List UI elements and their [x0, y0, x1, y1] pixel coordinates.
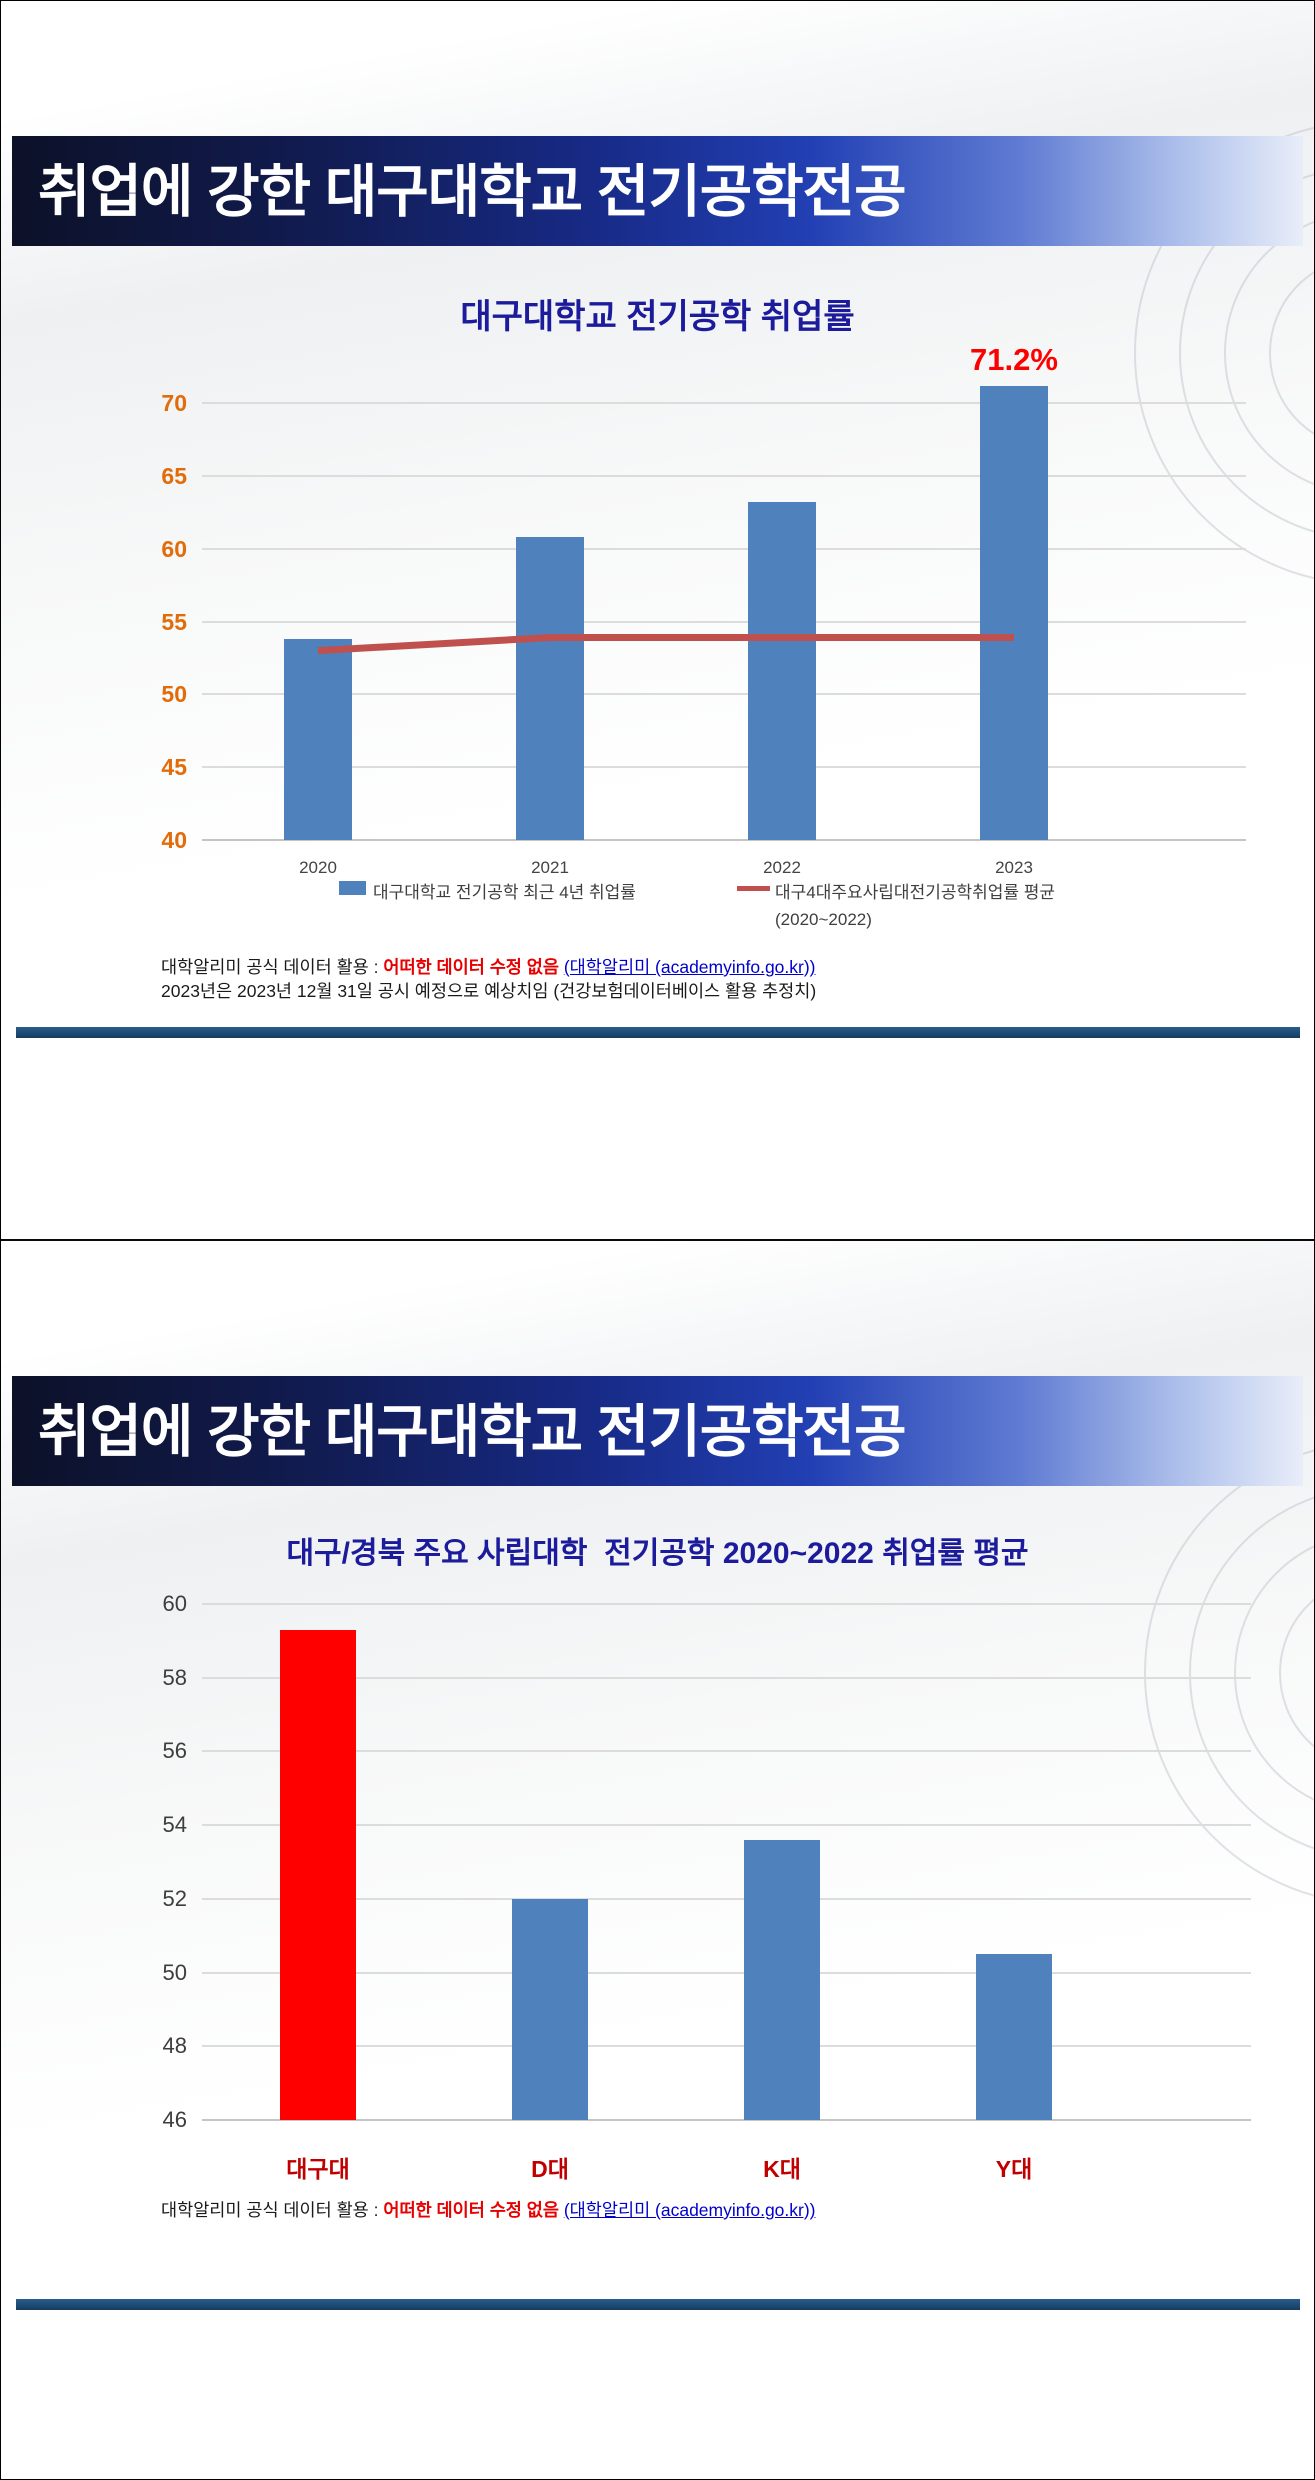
bar-대구대	[280, 1629, 356, 2120]
source-note-emphasis: 어떠한 데이터 수정 없음	[383, 957, 559, 977]
gridline-60	[202, 1603, 1251, 1605]
chart-title: 대구/경북 주요 사립대학 전기공학 2020~2022 취업률 평균	[286, 1537, 1029, 1570]
y-tick-label: 60	[162, 1591, 187, 1616]
title-banner: 취업에 강한 대구대학교 전기공학전공	[12, 1376, 1303, 1486]
source-note-line1: 대학알리미 공식 데이터 활용 : 어떠한 데이터 수정 없음 (대학알리미 (…	[161, 2198, 816, 2222]
y-tick-label: 48	[162, 2033, 187, 2059]
y-tick-label: 56	[162, 1738, 187, 1764]
title-banner: 취업에 강한 대구대학교 전기공학전공	[12, 136, 1303, 246]
source-note-line1: 대학알리미 공식 데이터 활용 : 어떠한 데이터 수정 없음 (대학알리미 (…	[161, 955, 816, 979]
source-note-line2: 2023년은 2023년 12월 31일 공시 예정으로 예상치임 (건강보험데…	[161, 981, 817, 1001]
banner-title: 취업에 강한 대구대학교 전기공학전공	[38, 160, 907, 224]
chart-title: 대구대학교 전기공학 취업률	[460, 298, 855, 336]
gridline-54	[202, 1824, 1251, 1827]
y-tick-label: 54	[162, 1812, 187, 1838]
bar-Y대	[976, 1954, 1052, 2120]
bar-K대	[744, 1839, 820, 2120]
x-category-label: D대	[531, 2156, 569, 2182]
gridline-65	[202, 474, 1246, 477]
x-category-label: 2023	[995, 858, 1033, 877]
x-category-label: 2020	[299, 858, 337, 877]
x-category-label: 2021	[531, 858, 569, 877]
source-note-prefix: 대학알리미 공식 데이터 활용 :	[161, 957, 384, 977]
y-tick-label: 60	[161, 535, 187, 562]
x-category-label: 2022	[763, 858, 801, 877]
gridline-48	[202, 2045, 1251, 2048]
y-tick-label: 40	[161, 827, 187, 853]
y-tick-label: 55	[161, 608, 187, 635]
y-tick-label: 70	[161, 390, 187, 416]
bar-2022	[748, 502, 816, 840]
gridline-52	[202, 1897, 1251, 1900]
gridline-58	[202, 1676, 1251, 1679]
x-category-label: K대	[763, 2156, 801, 2182]
gridline-70	[202, 402, 1246, 404]
y-tick-label: 45	[161, 754, 187, 781]
value-annotation: 71.2%	[970, 341, 1058, 377]
legend-line-label: 대구4대주요사립대전기공학취업률 평균	[775, 883, 1056, 902]
gridline-50	[202, 693, 1246, 696]
source-note-prefix: 대학알리미 공식 데이터 활용 :	[161, 2200, 384, 2220]
bottom-separator-bar	[16, 1027, 1300, 1038]
legend-bar-swatch	[339, 881, 366, 895]
bar-2023	[980, 385, 1048, 840]
gridline-46	[202, 2119, 1251, 2121]
academyinfo-link[interactable]: (대학알리미 (academyinfo.go.kr))	[563, 957, 816, 977]
academyinfo-link[interactable]: (대학알리미 (academyinfo.go.kr))	[563, 2200, 816, 2220]
bottom-separator-bar	[16, 2299, 1300, 2310]
legend-bar-label: 대구대학교 전기공학 최근 4년 취업률	[373, 883, 636, 902]
y-tick-label: 50	[161, 681, 187, 708]
bar-2020	[284, 638, 352, 840]
university-comparison-chart: 46 48 50 52 54 56 58 60 대구대 D대 K대 Y대	[163, 1591, 1251, 2182]
source-note: 대학알리미 공식 데이터 활용 : 어떠한 데이터 수정 없음 (대학알리미 (…	[161, 2198, 816, 2222]
y-tick-label: 58	[162, 1664, 187, 1690]
x-category-label: 대구대	[286, 2156, 350, 2182]
gridline-56	[202, 1750, 1251, 1753]
y-tick-label: 46	[162, 2107, 187, 2132]
employment-rate-chart: 40 45 50 55 60 65 70 2020 2021 2022 2023 71.2%	[161, 342, 1246, 877]
banner-title: 취업에 강한 대구대학교 전기공학전공	[38, 1400, 907, 1464]
bar-D대	[512, 1898, 588, 2120]
slide-1: 취업에 강한 대구대학교 전기공학전공 대구대학교 전기공학 취업률 40 45 5…	[1, 1, 1314, 1241]
y-tick-label: 50	[162, 1959, 187, 1985]
bar-2021	[516, 537, 584, 840]
gridline-40	[202, 839, 1246, 841]
slide-2: 취업에 강한 대구대학교 전기공학전공 대구/경북 주요 사립대학 전기공학 2…	[1, 1241, 1314, 2479]
y-tick-label: 52	[162, 1885, 187, 1911]
gridline-60	[202, 547, 1246, 550]
legend-line-swatch	[737, 886, 770, 891]
chart-legend: 대구대학교 전기공학 최근 4년 취업률 대구4대주요사립대전기공학취업률 평균…	[1, 877, 1314, 947]
gridline-55	[202, 620, 1246, 623]
gridline-45	[202, 766, 1246, 769]
source-note: 대학알리미 공식 데이터 활용 : 어떠한 데이터 수정 없음 (대학알리미 (…	[161, 955, 816, 1003]
x-category-label: Y대	[995, 2156, 1033, 2182]
y-tick-label: 65	[161, 462, 187, 489]
source-note-emphasis: 어떠한 데이터 수정 없음	[383, 2200, 559, 2220]
legend-line-sublabel: (2020~2022)	[775, 910, 872, 929]
gridline-50	[202, 1971, 1251, 1974]
average-line	[317, 634, 1014, 655]
